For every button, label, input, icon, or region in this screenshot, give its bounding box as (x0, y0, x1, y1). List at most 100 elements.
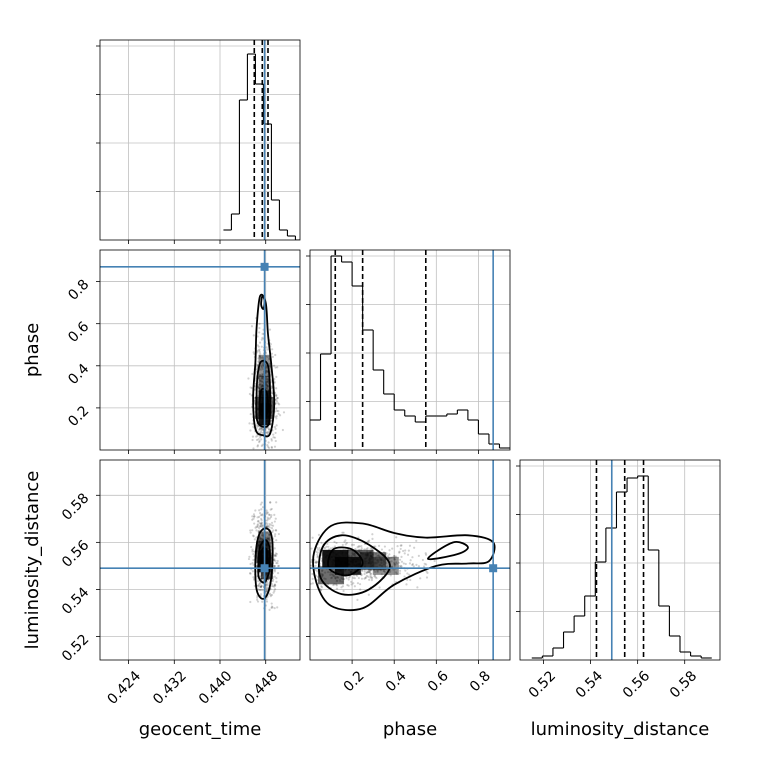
sample-point-scatter-phase-vs-geocent-time-68 (259, 427, 262, 430)
sample-point-scatter-luminosity-distance-vs-phase-149 (425, 563, 428, 566)
sample-point-scatter-luminosity-distance-vs-geocent-time-527 (275, 577, 278, 580)
sample-point-scatter-phase-vs-geocent-time-681 (256, 344, 259, 347)
sample-point-scatter-luminosity-distance-vs-phase-5 (316, 556, 319, 559)
tick-label-x-phase-0: 0.2 (341, 668, 368, 695)
sample-point-scatter-phase-vs-geocent-time-359 (264, 371, 268, 374)
sample-point-scatter-luminosity-distance-vs-geocent-time-499 (265, 511, 268, 514)
axes-frame-scatter-luminosity-distance-vs-phase (309, 459, 511, 661)
sample-point-scatter-luminosity-distance-vs-phase-0 (369, 572, 373, 575)
sample-point-scatter-luminosity-distance-vs-phase-617 (310, 564, 313, 567)
sample-point-scatter-luminosity-distance-vs-phase-301 (342, 531, 345, 534)
sample-point-scatter-luminosity-distance-vs-phase-454 (316, 548, 320, 551)
sample-point-scatter-luminosity-distance-vs-geocent-time-54 (253, 550, 256, 553)
sample-point-scatter-luminosity-distance-vs-geocent-time-477 (265, 524, 269, 527)
sample-point-scatter-phase-vs-geocent-time-578 (252, 425, 255, 428)
sample-point-scatter-luminosity-distance-vs-phase-686 (301, 571, 303, 573)
sample-point-scatter-phase-vs-geocent-time-600 (260, 427, 263, 431)
sample-point-scatter-luminosity-distance-vs-geocent-time-158 (255, 536, 258, 539)
contour-scatter-phase-vs-geocent-time-0 (252, 293, 276, 438)
sample-point-scatter-luminosity-distance-vs-phase-404 (415, 539, 418, 542)
sample-point-scatter-luminosity-distance-vs-geocent-time-188 (275, 539, 278, 542)
sample-point-scatter-phase-vs-geocent-time-274 (275, 375, 278, 378)
sample-point-scatter-luminosity-distance-vs-phase-406 (302, 564, 304, 566)
density-cell-scatter-luminosity-distance-vs-phase-3 (360, 552, 387, 571)
sample-point-scatter-luminosity-distance-vs-geocent-time-382 (259, 514, 262, 517)
sample-point-scatter-luminosity-distance-vs-phase-69 (320, 585, 323, 588)
sample-point-scatter-phase-vs-geocent-time-441 (259, 430, 263, 433)
sample-point-scatter-luminosity-distance-vs-phase-610 (341, 543, 344, 547)
sample-point-scatter-phase-vs-geocent-time-569 (265, 346, 268, 349)
sample-point-scatter-luminosity-distance-vs-geocent-time-630 (270, 521, 274, 524)
sample-point-scatter-luminosity-distance-vs-geocent-time-137 (259, 581, 262, 585)
sample-point-scatter-luminosity-distance-vs-geocent-time-530 (266, 537, 270, 540)
sample-point-scatter-luminosity-distance-vs-geocent-time-507 (259, 536, 262, 539)
sample-point-scatter-luminosity-distance-vs-geocent-time-103 (259, 525, 262, 528)
sample-point-scatter-luminosity-distance-vs-geocent-time-648 (268, 513, 271, 517)
sample-point-scatter-luminosity-distance-vs-phase-303 (317, 533, 321, 536)
sample-point-scatter-luminosity-distance-vs-phase-128 (366, 547, 369, 550)
sample-point-scatter-luminosity-distance-vs-geocent-time-662 (273, 555, 276, 558)
sample-point-scatter-luminosity-distance-vs-phase-80 (373, 574, 377, 577)
plot-area-scatter-luminosity-distance-vs-phase (274, 460, 510, 660)
sample-point-scatter-phase-vs-geocent-time-167 (251, 438, 254, 442)
sample-point-scatter-luminosity-distance-vs-geocent-time-518 (251, 570, 255, 573)
sample-point-scatter-phase-vs-geocent-time-155 (270, 419, 273, 422)
sample-point-scatter-luminosity-distance-vs-geocent-time-500 (268, 608, 271, 611)
sample-point-scatter-luminosity-distance-vs-geocent-time-490 (255, 529, 258, 532)
sample-point-scatter-luminosity-distance-vs-phase-683 (332, 583, 335, 587)
sample-point-scatter-luminosity-distance-vs-phase-576 (356, 598, 359, 601)
sample-point-scatter-luminosity-distance-vs-geocent-time-285 (253, 538, 256, 541)
sample-point-scatter-phase-vs-geocent-time-251 (252, 447, 255, 450)
axes-frame-scatter-phase-vs-geocent-time (99, 249, 301, 451)
sample-point-scatter-phase-vs-geocent-time-654 (257, 345, 260, 348)
sample-point-scatter-luminosity-distance-vs-geocent-time-420 (249, 562, 252, 566)
xlabel-luminosity-distance: luminosity_distance (531, 719, 710, 740)
sample-point-scatter-luminosity-distance-vs-phase-328 (310, 560, 313, 564)
sample-point-scatter-luminosity-distance-vs-phase-106 (417, 565, 420, 568)
sample-point-scatter-luminosity-distance-vs-phase-193 (390, 565, 394, 568)
sample-point-scatter-luminosity-distance-vs-phase-129 (363, 572, 366, 576)
sample-point-scatter-luminosity-distance-vs-phase-566 (316, 570, 319, 573)
sample-point-scatter-luminosity-distance-vs-phase-594 (347, 584, 350, 587)
sample-point-scatter-phase-vs-geocent-time-639 (258, 355, 261, 358)
ylabel-luminosity-distance: luminosity_distance (22, 471, 43, 650)
sample-point-scatter-luminosity-distance-vs-phase-431 (353, 585, 356, 588)
sample-point-scatter-luminosity-distance-vs-geocent-time-0 (272, 565, 276, 568)
sample-point-scatter-luminosity-distance-vs-geocent-time-328 (266, 525, 270, 528)
sample-point-scatter-phase-vs-geocent-time-163 (258, 354, 261, 357)
sample-point-scatter-luminosity-distance-vs-phase-388 (388, 553, 391, 556)
sample-point-scatter-phase-vs-geocent-time-266 (281, 428, 284, 432)
sample-point-scatter-luminosity-distance-vs-phase-227 (274, 573, 276, 575)
plot-area-scatter-luminosity-distance-vs-geocent-time (100, 460, 300, 660)
sample-point-scatter-luminosity-distance-vs-phase-48 (406, 578, 409, 581)
sample-point-scatter-luminosity-distance-vs-geocent-time-284 (266, 584, 270, 587)
sample-point-scatter-luminosity-distance-vs-geocent-time-118 (267, 537, 270, 540)
tick-label-x-luminosity-distance-3: 0.58 (667, 668, 700, 701)
sample-point-scatter-luminosity-distance-vs-phase-526 (356, 574, 359, 577)
sample-point-scatter-phase-vs-geocent-time-626 (266, 444, 269, 447)
sample-point-scatter-luminosity-distance-vs-phase-559 (368, 539, 371, 542)
sample-point-scatter-luminosity-distance-vs-geocent-time-699 (273, 607, 276, 610)
sample-point-scatter-luminosity-distance-vs-phase-390 (386, 565, 389, 568)
tick-label-x-geocent-time-3: 0.448 (242, 668, 282, 708)
sample-point-scatter-luminosity-distance-vs-geocent-time-460 (257, 515, 261, 518)
sample-point-scatter-luminosity-distance-vs-phase-212 (360, 545, 363, 548)
sample-point-scatter-phase-vs-geocent-time-660 (274, 431, 277, 435)
sample-point-scatter-phase-vs-geocent-time-62 (274, 453, 276, 455)
sample-point-scatter-luminosity-distance-vs-phase-109 (310, 582, 312, 585)
sample-point-scatter-luminosity-distance-vs-geocent-time-303 (266, 522, 269, 525)
sample-point-scatter-phase-vs-geocent-time-201 (260, 431, 264, 434)
sample-point-scatter-luminosity-distance-vs-phase-27 (306, 567, 308, 569)
plot-area-hist-luminosity-distance (520, 460, 720, 660)
sample-point-scatter-phase-vs-geocent-time-336 (255, 367, 258, 371)
sample-point-scatter-luminosity-distance-vs-geocent-time-534 (269, 508, 272, 511)
sample-point-scatter-phase-vs-geocent-time-103 (261, 443, 264, 446)
sample-point-scatter-luminosity-distance-vs-phase-444 (315, 561, 318, 564)
sample-point-scatter-luminosity-distance-vs-geocent-time-39 (277, 564, 280, 567)
sample-point-scatter-luminosity-distance-vs-phase-263 (368, 578, 371, 581)
sample-point-scatter-phase-vs-geocent-time-104 (261, 363, 265, 366)
sample-point-scatter-phase-vs-geocent-time-20 (268, 428, 271, 431)
sample-point-scatter-luminosity-distance-vs-geocent-time-133 (273, 520, 276, 523)
sample-point-scatter-phase-vs-geocent-time-287 (255, 435, 258, 438)
sample-point-scatter-luminosity-distance-vs-phase-19 (297, 581, 299, 583)
